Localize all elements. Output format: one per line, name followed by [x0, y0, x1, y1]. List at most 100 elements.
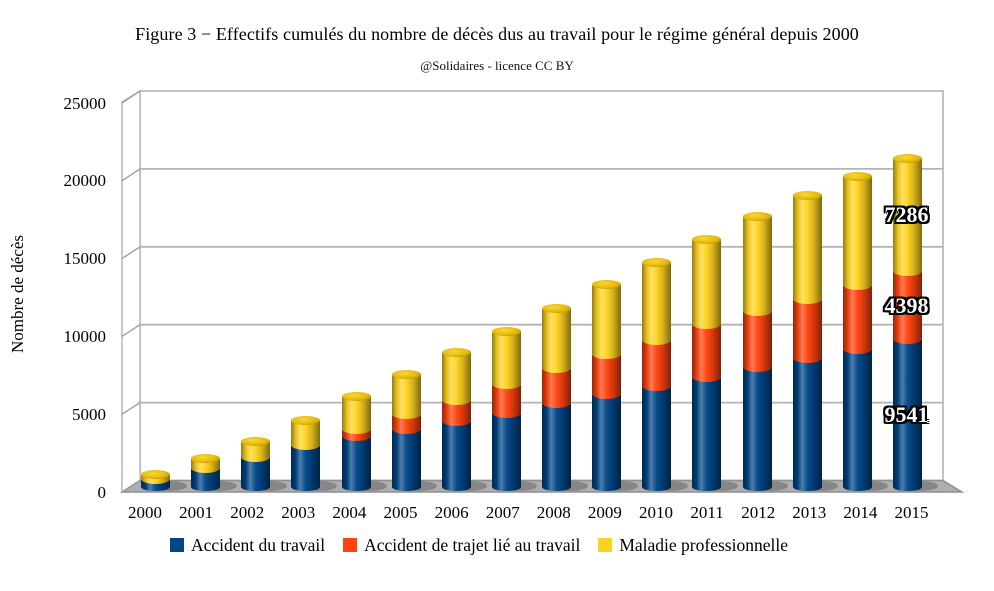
x-tick-label-2010: 2010 — [639, 503, 673, 522]
bar-segment-2002-serie0 — [241, 458, 271, 491]
bar-segment-2004-serie1 — [341, 429, 371, 441]
legend-label: Accident du travail — [191, 534, 326, 555]
bar-segment-2008-serie2 — [542, 308, 572, 374]
bar-segment-2010-serie0 — [642, 386, 672, 491]
y-tick-25000 — [121, 90, 141, 104]
data-label-9541: 9541 — [884, 401, 929, 427]
legend-label: Maladie professionnelle — [619, 534, 788, 555]
bar-2013 — [792, 190, 822, 491]
y-tick-label-20000: 20000 — [63, 171, 107, 191]
legend-swatch-yellow — [598, 538, 613, 552]
bar-2008 — [542, 303, 572, 491]
bar-top-cap-2008 — [542, 303, 572, 313]
y-tick-10000 — [121, 324, 141, 337]
x-tick-label-2014: 2014 — [843, 503, 878, 522]
bar-segment-2014-serie1 — [842, 286, 872, 354]
y-tick-20000 — [121, 168, 141, 182]
bar-segment-2008-serie0 — [542, 404, 572, 491]
x-tick-label-2007: 2007 — [485, 503, 520, 522]
bar-segment-2012-serie1 — [742, 312, 772, 373]
bar-2004 — [341, 392, 371, 491]
bar-top-cap-2015 — [892, 154, 922, 164]
bar-segment-2012-serie0 — [742, 368, 772, 491]
bar-segment-2014-serie0 — [842, 349, 872, 491]
bar-2000 — [141, 470, 170, 491]
bar-segment-2007-serie0 — [491, 414, 521, 491]
bar-top-cap-2001 — [191, 453, 221, 463]
bar-top-cap-2003 — [291, 415, 321, 425]
bar-2011 — [692, 234, 722, 491]
bar-segment-2010-serie2 — [642, 262, 672, 345]
legend-swatch-blue — [170, 538, 184, 552]
bar-segment-2005-serie0 — [391, 429, 421, 491]
bar-2005 — [391, 369, 421, 491]
bar-top-cap-2000 — [141, 470, 170, 480]
bar-segment-2015-serie0 — [892, 340, 922, 491]
bar-segment-2005-serie1 — [391, 415, 421, 434]
bar-segment-2008-serie1 — [542, 369, 572, 409]
bar-segment-2000-serie0 — [141, 480, 170, 491]
bar-top-cap-2006 — [441, 348, 471, 358]
chart-title: Figure 3 − Effectifs cumulés du nombre d… — [135, 24, 859, 44]
bar-2010 — [642, 258, 672, 491]
bar-2001 — [191, 453, 221, 491]
bar-segment-2004-serie0 — [341, 436, 371, 491]
bar-segment-2005-serie2 — [391, 374, 421, 420]
bar-segment-2013-serie0 — [792, 359, 822, 491]
y-tick-label-15000: 15000 — [63, 249, 107, 269]
bar-segment-2011-serie2 — [692, 239, 722, 330]
bar-top-cap-2009 — [592, 280, 622, 290]
y-axis-tick-marks — [121, 90, 141, 493]
bar-segment-2007-serie1 — [491, 385, 521, 419]
bar-segment-2004-serie2 — [341, 396, 371, 434]
data-label-7286: 7286 — [884, 202, 929, 228]
bar-2009 — [592, 280, 622, 491]
y-tick-label-25000: 25000 — [63, 93, 107, 113]
y-tick-0 — [121, 479, 141, 493]
x-tick-label-2013: 2013 — [792, 503, 827, 522]
bar-top-cap-2005 — [391, 369, 421, 379]
bar-top-cap-2010 — [642, 258, 672, 268]
bar-segment-2011-serie0 — [692, 377, 722, 491]
bar-top-cap-2004 — [341, 392, 371, 402]
x-tick-label-2001: 2001 — [179, 503, 214, 522]
legend-item-accident-du-travail: Accident du travail — [170, 535, 325, 556]
bar-2014 — [842, 171, 872, 491]
bar-2015 — [892, 154, 922, 491]
x-tick-label-2004: 2004 — [332, 503, 367, 522]
x-tick-label-2006: 2006 — [434, 503, 469, 522]
legend-item-accident-de-trajet: Accident de trajet lié au travail — [343, 535, 580, 556]
bar-segment-2009-serie0 — [592, 395, 622, 491]
bar-2006 — [441, 348, 471, 491]
data-label-4398: 4398 — [884, 293, 929, 319]
legend-label: Accident de trajet lié au travail — [364, 534, 581, 555]
x-tick-label-2008: 2008 — [536, 503, 571, 522]
x-tick-label-2011: 2011 — [690, 503, 724, 522]
x-tick-label-2005: 2005 — [383, 503, 418, 522]
legend-swatch-orange — [343, 538, 358, 552]
legend: Accident du travail Accident de trajet l… — [0, 534, 976, 556]
bar-segment-2003-serie0 — [291, 446, 321, 491]
x-tick-label-2000: 2000 — [128, 503, 162, 522]
bar-top-cap-2014 — [842, 171, 872, 181]
x-tick-label-2015: 2015 — [894, 503, 929, 522]
bar-top-cap-2011 — [692, 234, 722, 244]
y-tick-15000 — [121, 246, 141, 260]
bar-top-cap-2012 — [742, 212, 772, 222]
bar-segment-2006-serie0 — [441, 421, 471, 491]
bar-segment-2013-serie1 — [792, 300, 822, 364]
bar-segment-2012-serie2 — [742, 216, 772, 317]
bar-segment-2002-serie2 — [241, 441, 271, 463]
y-tick-label-0: 0 — [97, 482, 107, 502]
bar-top-cap-2007 — [491, 326, 521, 336]
bar-segment-2013-serie2 — [792, 195, 822, 305]
x-tick-label-2002: 2002 — [230, 503, 265, 522]
y-tick-label-5000: 5000 — [72, 404, 106, 424]
x-tick-label-2003: 2003 — [281, 503, 316, 522]
bar-segment-2006-serie2 — [441, 352, 471, 405]
